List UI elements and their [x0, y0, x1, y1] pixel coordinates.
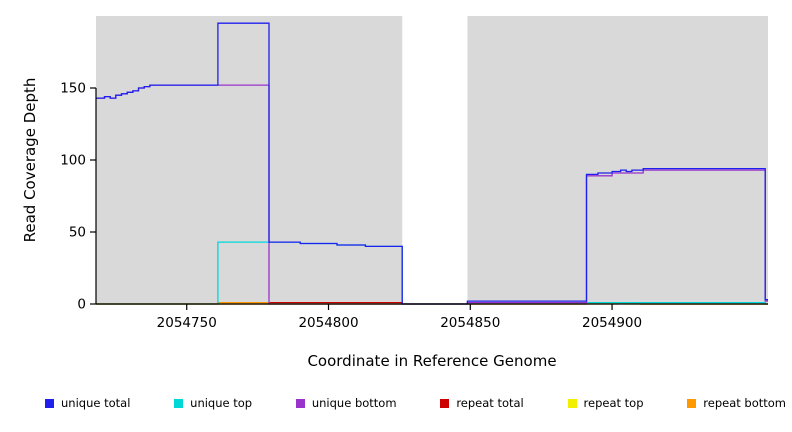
series-unique-total-line — [96, 22, 768, 305]
legend-item-repeat-top: repeat top — [567, 396, 644, 410]
legend-swatch-repeat-top — [567, 398, 577, 408]
legend-label-unique-bottom: unique bottom — [311, 396, 397, 410]
x-axis-title: Coordinate in Reference Genome — [307, 352, 557, 370]
legend-item-unique-top: unique top — [174, 396, 252, 410]
y-tick-label: 0 — [77, 297, 86, 313]
y-tick-label: 50 — [69, 225, 86, 241]
y-tick-label: 150 — [60, 81, 86, 97]
legend: unique total unique top unique bottom repea… — [45, 396, 786, 410]
plot-area: 2054750 2054800 2054850 2054900 0 50 100 150 — [60, 16, 768, 331]
y-axis-title: Read Coverage Depth — [21, 77, 39, 243]
x-tick-label: 2054850 — [440, 315, 500, 331]
legend-item-repeat-bottom: repeat bottom — [687, 396, 786, 410]
legend-item-repeat-total: repeat total — [440, 396, 524, 410]
legend-label-repeat-total: repeat total — [456, 396, 524, 410]
legend-swatch-repeat-total — [440, 398, 450, 408]
legend-item-unique-total: unique total — [45, 396, 130, 410]
legend-label-repeat-top: repeat top — [583, 396, 644, 410]
legend-item-unique-bottom: unique bottom — [295, 396, 397, 410]
y-tick-label: 100 — [60, 153, 86, 169]
x-tick-label: 2054900 — [582, 315, 642, 331]
x-tick-label: 2054800 — [298, 315, 358, 331]
legend-label-unique-top: unique top — [190, 396, 253, 410]
x-tick-label: 2054750 — [157, 315, 217, 331]
left-gray-region — [96, 16, 403, 304]
legend-swatch-unique-bottom — [295, 398, 305, 408]
legend-label-unique-total: unique total — [61, 396, 131, 410]
legend-swatch-unique-top — [174, 398, 184, 408]
right-gray-region — [467, 16, 768, 304]
legend-swatch-unique-total — [45, 398, 54, 408]
legend-label-repeat-bottom: repeat bottom — [703, 396, 786, 410]
legend-swatch-repeat-bottom — [687, 398, 697, 408]
